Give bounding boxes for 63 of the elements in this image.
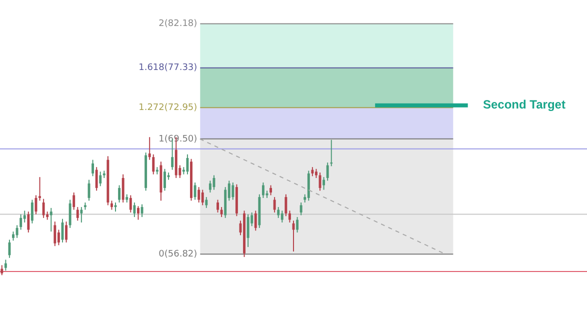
candlestick — [326, 162, 329, 182]
candlestick — [110, 200, 113, 210]
candlestick — [118, 184, 121, 203]
candlestick — [50, 207, 52, 232]
candlestick — [20, 214, 22, 230]
candlestick — [254, 210, 257, 232]
candlestick — [76, 206, 79, 222]
candlestick — [72, 192, 76, 210]
candlestick — [212, 174, 216, 190]
candlestick — [280, 210, 284, 223]
candlestick — [23, 210, 26, 223]
candlestick — [330, 139, 333, 167]
candlestick — [8, 239, 11, 258]
candlestick — [314, 168, 318, 178]
candlestick — [232, 182, 234, 200]
candlestick — [277, 206, 280, 218]
candlestick — [16, 224, 18, 238]
candlestick — [262, 182, 264, 198]
candlestick — [80, 206, 83, 223]
candlestick — [95, 166, 98, 192]
candlestick — [38, 176, 41, 202]
candlestick — [186, 154, 189, 175]
ref-line-label: Second Target — [483, 98, 566, 112]
candlestick — [194, 182, 196, 200]
candlestick — [288, 210, 291, 223]
candlestick — [68, 199, 72, 228]
candlestick — [216, 199, 219, 213]
candlestick — [133, 202, 136, 218]
candlestick — [152, 154, 155, 175]
candlestick — [164, 168, 166, 192]
candlestick — [4, 259, 7, 272]
candlestick — [270, 184, 272, 196]
candlestick — [99, 171, 102, 187]
candlestick — [198, 186, 200, 203]
candlestick — [30, 199, 34, 224]
candlestick — [201, 189, 204, 206]
candlestick — [54, 221, 56, 247]
ref-line-label: 2(82.18) — [158, 19, 198, 30]
candlestick — [137, 206, 140, 220]
candlestick — [311, 166, 314, 177]
candlestick — [205, 196, 208, 208]
candlestick — [220, 206, 223, 218]
candlestick — [208, 180, 212, 194]
candlestick — [27, 211, 30, 233]
candlestick — [92, 159, 94, 177]
candlestick — [34, 194, 38, 215]
candlestick — [57, 229, 60, 246]
candlestick — [12, 231, 14, 242]
candlestick — [273, 196, 276, 213]
candlestick — [42, 198, 45, 218]
candlestick — [284, 194, 288, 217]
ref-line-label: 1.272(72.95) — [138, 102, 198, 113]
candlestick — [65, 221, 68, 243]
candlestick — [296, 216, 299, 233]
candlestick — [246, 214, 250, 248]
candlestick — [122, 174, 124, 203]
ref-line-label: 1.618(77.33) — [138, 63, 198, 74]
candlestick — [322, 176, 326, 190]
candlestick — [300, 202, 302, 216]
candlestick — [129, 194, 132, 213]
candlestick — [148, 136, 151, 160]
ref-line-label: 0(56.82) — [158, 249, 198, 260]
candlestick — [0, 264, 4, 276]
